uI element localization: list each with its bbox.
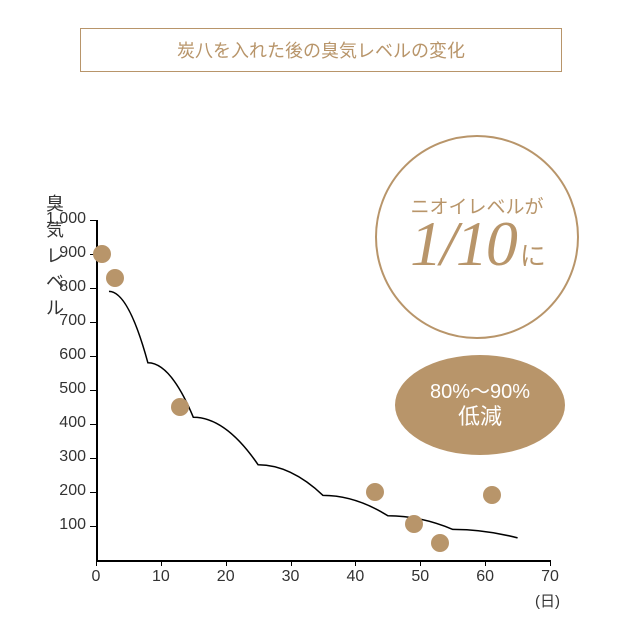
data-point [431,534,449,552]
trend-curve [0,0,640,640]
reduction-badge: 80%～90% 低減 [395,355,565,455]
data-point [483,486,501,504]
data-point [106,269,124,287]
badge-line2: 低減 [458,404,502,430]
badge-line1: 80%～90% [430,380,530,404]
data-point [93,245,111,263]
callout-main-text: 1/10に [410,212,544,276]
data-point [171,398,189,416]
data-point [366,483,384,501]
data-point [405,515,423,533]
callout-circle: ニオイレベルが 1/10に [375,135,579,339]
